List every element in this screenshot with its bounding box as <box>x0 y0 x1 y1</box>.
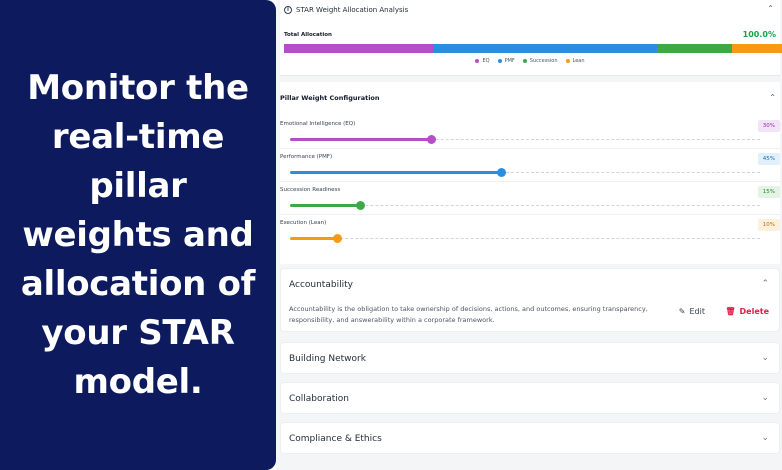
accordion-collaboration[interactable]: Collaboration ⌄ <box>280 382 780 414</box>
allocation-analysis-card: i STAR Weight Allocation Analysis ⌃ Tota… <box>280 0 782 76</box>
pillar-row: Performance (PMF) 45% <box>280 149 780 182</box>
pillar-weight-badge: 15% <box>757 186 780 198</box>
slider-fill <box>290 204 361 207</box>
pillar-row: Emotional Intelligence (EQ) 30% <box>280 116 780 149</box>
pillar-row: Succession Readiness 15% <box>280 182 780 215</box>
legend-dot <box>522 59 527 63</box>
chevron-down-icon[interactable]: ⌄ <box>761 433 769 443</box>
slider-track[interactable] <box>290 172 760 173</box>
edit-label: Edit <box>689 307 706 316</box>
chevron-up-icon[interactable]: ⌃ <box>767 4 774 13</box>
allocation-segment-succession <box>657 44 733 53</box>
slider-handle[interactable] <box>356 201 365 210</box>
accordion-description: Accountability is the obligation to take… <box>289 305 648 324</box>
allocation-legend: EQ PMF Succession Lean <box>280 58 780 64</box>
chevron-up-icon[interactable]: ⌃ <box>761 279 769 289</box>
total-allocation-label: Total Allocation <box>284 32 332 38</box>
slider-handle[interactable] <box>332 234 342 243</box>
promo-text: Monitor the real-time pillar weights and… <box>20 67 256 402</box>
pillar-weight-badge: 30% <box>757 120 780 132</box>
allocation-segment-eq <box>284 44 434 53</box>
accordion-accountability: Accountability ⌃ Accountability is the o… <box>280 268 780 332</box>
chevron-up-icon[interactable]: ⌃ <box>769 93 776 102</box>
legend-label: Lean <box>572 58 585 64</box>
legend-item: Succession <box>522 58 558 64</box>
accordion-building-network[interactable]: Building Network ⌄ <box>280 342 780 374</box>
pencil-icon: ✎ <box>678 307 686 316</box>
legend-dot <box>565 59 570 63</box>
pillar-weight-card: Pillar Weight Configuration ⌃ Emotional … <box>280 82 780 264</box>
slider-track[interactable] <box>290 205 760 206</box>
accordion-title: Compliance & Ethics <box>289 434 382 444</box>
legend-label: Succession <box>529 58 558 64</box>
legend-label: PMF <box>504 58 515 64</box>
allocation-segment-lean <box>732 44 782 53</box>
allocation-bar <box>284 44 782 53</box>
slider-handle[interactable] <box>426 135 436 144</box>
info-icon: i <box>284 6 292 14</box>
legend-label: EQ <box>482 58 490 64</box>
legend-item: Lean <box>565 58 585 64</box>
delete-button[interactable]: 🗑 Delete <box>725 307 769 316</box>
slider-handle[interactable] <box>497 168 506 177</box>
chevron-down-icon[interactable]: ⌄ <box>761 353 769 363</box>
pillar-weight-badge: 10% <box>757 219 780 231</box>
pillar-row: Execution (Lean) 10% <box>280 215 780 248</box>
edit-button[interactable]: ✎ Edit <box>679 307 705 316</box>
allocation-analysis-header[interactable]: i STAR Weight Allocation Analysis <box>284 4 408 16</box>
accordion-title: Building Network <box>289 354 366 364</box>
pillar-config-title: Pillar Weight Configuration <box>280 94 380 102</box>
pillar-label: Emotional Intelligence (EQ) <box>280 121 356 127</box>
accordion-title[interactable]: Accountability <box>289 280 353 290</box>
slider-fill <box>290 237 337 240</box>
legend-dot <box>475 59 480 63</box>
accordion-title: Collaboration <box>289 394 349 404</box>
legend-item: EQ <box>475 58 490 64</box>
slider-track[interactable] <box>290 238 760 239</box>
pillar-label: Execution (Lean) <box>280 220 327 226</box>
allocation-analysis-title: STAR Weight Allocation Analysis <box>296 6 409 14</box>
total-allocation-value: 100.0% <box>742 30 776 39</box>
pillar-weight-badge: 45% <box>757 153 780 165</box>
legend-dot <box>497 59 502 63</box>
legend-item: PMF <box>497 58 515 64</box>
chevron-down-icon[interactable]: ⌄ <box>761 393 769 403</box>
allocation-segment-pmf <box>433 44 658 53</box>
pillar-label: Performance (PMF) <box>280 154 333 160</box>
app-panel: i STAR Weight Allocation Analysis ⌃ Tota… <box>276 0 782 470</box>
slider-fill <box>290 138 431 141</box>
delete-label: Delete <box>739 307 769 316</box>
slider-track[interactable] <box>290 139 760 140</box>
promo-panel: Monitor the real-time pillar weights and… <box>0 0 276 470</box>
pillar-label: Succession Readiness <box>280 187 341 193</box>
slider-fill <box>290 171 502 174</box>
trash-icon: 🗑 <box>725 307 736 316</box>
accordion-compliance-ethics[interactable]: Compliance & Ethics ⌄ <box>280 422 780 454</box>
